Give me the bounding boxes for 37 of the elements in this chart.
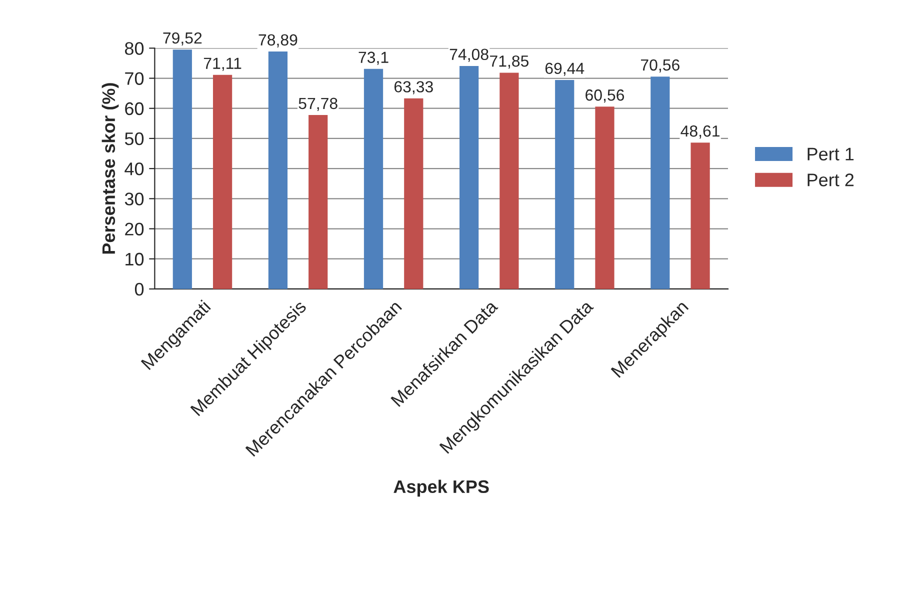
data-label: 71,11 <box>204 58 242 71</box>
bar <box>172 50 192 289</box>
y-tick-label: 10 <box>126 252 144 266</box>
legend-label: Pert 1 <box>808 148 854 160</box>
y-tick-label: 20 <box>125 222 144 236</box>
bar <box>595 106 614 289</box>
y-tick-label: 0 <box>134 282 144 296</box>
bar <box>308 115 328 289</box>
y-tick-label: 40 <box>124 162 144 176</box>
data-label: 79,52 <box>163 32 202 46</box>
data-label: 48,61 <box>680 125 720 139</box>
x-axis-title: Aspek KPS <box>394 480 489 497</box>
data-label: 74,08 <box>450 48 488 62</box>
y-tick-label: 80 <box>124 42 144 55</box>
y-tick-label: 30 <box>124 192 144 206</box>
bar <box>268 52 288 289</box>
data-label: 69,44 <box>545 62 584 76</box>
legend-label: Pert 2 <box>808 174 854 186</box>
data-label: 63,33 <box>394 81 433 94</box>
y-tick-label: 70 <box>125 72 144 85</box>
data-label: 71,85 <box>490 55 529 69</box>
y-tick-label: 60 <box>125 102 144 116</box>
bar <box>212 74 232 289</box>
bar <box>650 76 670 289</box>
data-label: 70,56 <box>640 59 680 73</box>
y-tick-label: 50 <box>124 132 144 146</box>
bar <box>555 80 574 289</box>
bar <box>500 72 519 289</box>
bar <box>460 66 479 289</box>
bar <box>690 142 710 289</box>
bar <box>404 98 424 289</box>
data-label: 78,89 <box>258 34 298 48</box>
y-axis-title: Persentase skor (%) <box>102 83 119 254</box>
data-label: 57,78 <box>298 98 338 111</box>
bar <box>364 68 384 289</box>
data-label: 60,56 <box>586 89 624 103</box>
data-label: 73,1 <box>358 52 388 65</box>
